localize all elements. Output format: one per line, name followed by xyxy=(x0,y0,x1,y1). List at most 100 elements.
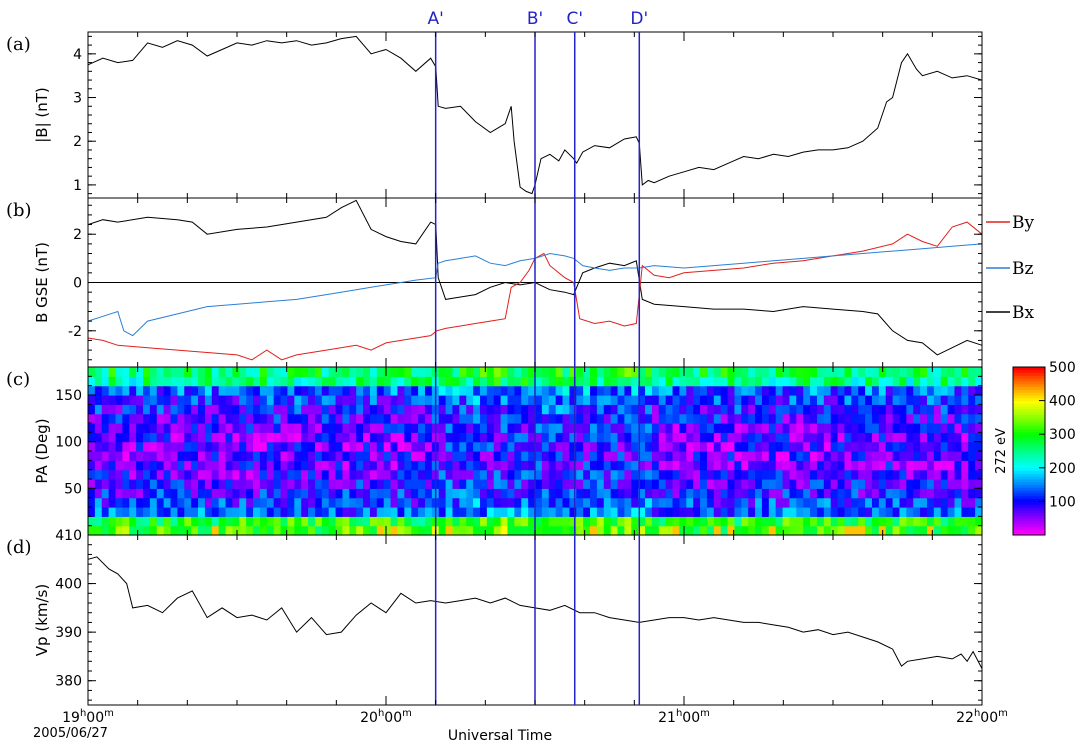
heatmap-cell xyxy=(913,404,921,415)
colorbar-segment xyxy=(1013,498,1045,502)
heatmap-cell xyxy=(308,441,316,452)
heatmap-cell xyxy=(459,413,467,424)
heatmap-cell xyxy=(535,460,543,471)
heatmap-cell xyxy=(363,432,371,443)
heatmap-cell xyxy=(170,395,178,405)
heatmap-cell xyxy=(617,479,625,489)
colorbar-segment xyxy=(1013,523,1045,528)
heatmap-cell xyxy=(301,451,309,461)
colorbar-segment xyxy=(1013,417,1045,421)
heatmap-cell xyxy=(810,395,818,405)
heatmap-cell xyxy=(479,507,488,517)
heatmap-cell xyxy=(885,404,894,415)
heatmap-cell xyxy=(624,367,632,377)
heatmap-cell xyxy=(789,404,797,415)
heatmap-cell xyxy=(301,507,309,517)
heatmap-cell xyxy=(177,395,185,405)
heatmap-cell xyxy=(810,497,818,508)
heatmap-cell xyxy=(198,395,206,405)
heatmap-cell xyxy=(892,432,901,443)
heatmap-cell xyxy=(933,460,942,471)
heatmap-cell xyxy=(390,507,399,517)
heatmap-cell xyxy=(493,451,502,461)
heatmap-cell xyxy=(466,413,474,424)
heatmap-cell xyxy=(493,469,502,480)
heatmap-cell xyxy=(424,367,433,377)
heatmap-cell xyxy=(397,423,405,433)
heatmap-cell xyxy=(603,497,612,508)
heatmap-cell xyxy=(975,488,983,499)
heatmap-cell xyxy=(507,385,515,396)
heatmap-cell xyxy=(376,385,385,396)
heatmap-cell xyxy=(871,507,880,517)
heatmap-cell xyxy=(218,516,227,527)
heatmap-cell xyxy=(335,385,344,396)
heatmap-cell xyxy=(548,423,557,433)
heatmap-cell xyxy=(349,395,357,405)
heatmap-cell xyxy=(177,451,185,461)
heatmap-cell xyxy=(301,469,309,480)
heatmap-cell xyxy=(356,525,364,536)
heatmap-cell xyxy=(184,479,192,489)
heatmap-cell xyxy=(101,385,110,396)
heatmap-cell xyxy=(535,525,543,536)
heatmap-cell xyxy=(445,497,454,508)
heatmap-cell xyxy=(486,376,495,387)
heatmap-cell xyxy=(253,479,261,489)
heatmap-cell xyxy=(816,404,825,415)
heatmap-cell xyxy=(445,395,454,405)
heatmap-cell xyxy=(892,497,901,508)
heatmap-cell xyxy=(211,451,220,461)
heatmap-cell xyxy=(108,451,117,461)
heatmap-cell xyxy=(975,497,983,508)
heatmap-cell xyxy=(720,479,729,489)
heatmap-cell xyxy=(590,479,598,489)
heatmap-cell xyxy=(218,385,227,396)
heatmap-cell xyxy=(810,367,818,377)
heatmap-cell xyxy=(651,497,660,508)
heatmap-cell xyxy=(301,376,309,387)
heatmap-cell xyxy=(748,469,756,480)
heatmap-cell xyxy=(899,367,907,377)
heatmap-cell xyxy=(961,404,969,415)
heatmap-cell xyxy=(865,479,873,489)
heatmap-cell xyxy=(975,385,983,396)
heatmap-cell xyxy=(253,367,261,377)
colorbar-segment xyxy=(1013,372,1045,376)
heatmap-cell xyxy=(411,479,419,489)
heatmap-cell xyxy=(858,423,866,433)
heatmap-cell xyxy=(321,488,330,499)
heatmap-cell xyxy=(583,423,591,433)
heatmap-cell xyxy=(239,451,247,461)
heatmap-cell xyxy=(913,507,921,517)
heatmap-cell xyxy=(266,488,275,499)
heatmap-cell xyxy=(796,469,804,480)
heatmap-cell xyxy=(445,479,454,489)
heatmap-cell xyxy=(823,367,832,377)
heatmap-cell xyxy=(693,479,701,489)
heatmap-cell xyxy=(115,413,123,424)
heatmap-cell xyxy=(535,469,543,480)
heatmap-cell xyxy=(266,460,275,471)
heatmap-cell xyxy=(156,469,165,480)
heatmap-cell xyxy=(940,516,949,527)
heatmap-cell xyxy=(535,479,543,489)
heatmap-cell xyxy=(108,404,117,415)
heatmap-cell xyxy=(198,441,206,452)
heatmap-cell xyxy=(521,432,529,443)
colorbar-label: 272 eV xyxy=(994,428,1009,474)
heatmap-cell xyxy=(679,423,687,433)
heatmap-cell xyxy=(356,404,364,415)
heatmap-cell xyxy=(975,367,983,377)
heatmap-cell xyxy=(94,497,103,508)
heatmap-cell xyxy=(266,516,275,527)
heatmap-cell xyxy=(246,525,254,536)
heatmap-cell xyxy=(170,376,178,387)
heatmap-cell xyxy=(665,460,674,471)
heatmap-cell xyxy=(191,385,199,396)
heatmap-cell xyxy=(782,497,791,508)
heatmap-cell xyxy=(363,404,371,415)
heatmap-cell xyxy=(830,432,839,443)
heatmap-cell xyxy=(734,451,742,461)
heatmap-cell xyxy=(452,507,460,517)
